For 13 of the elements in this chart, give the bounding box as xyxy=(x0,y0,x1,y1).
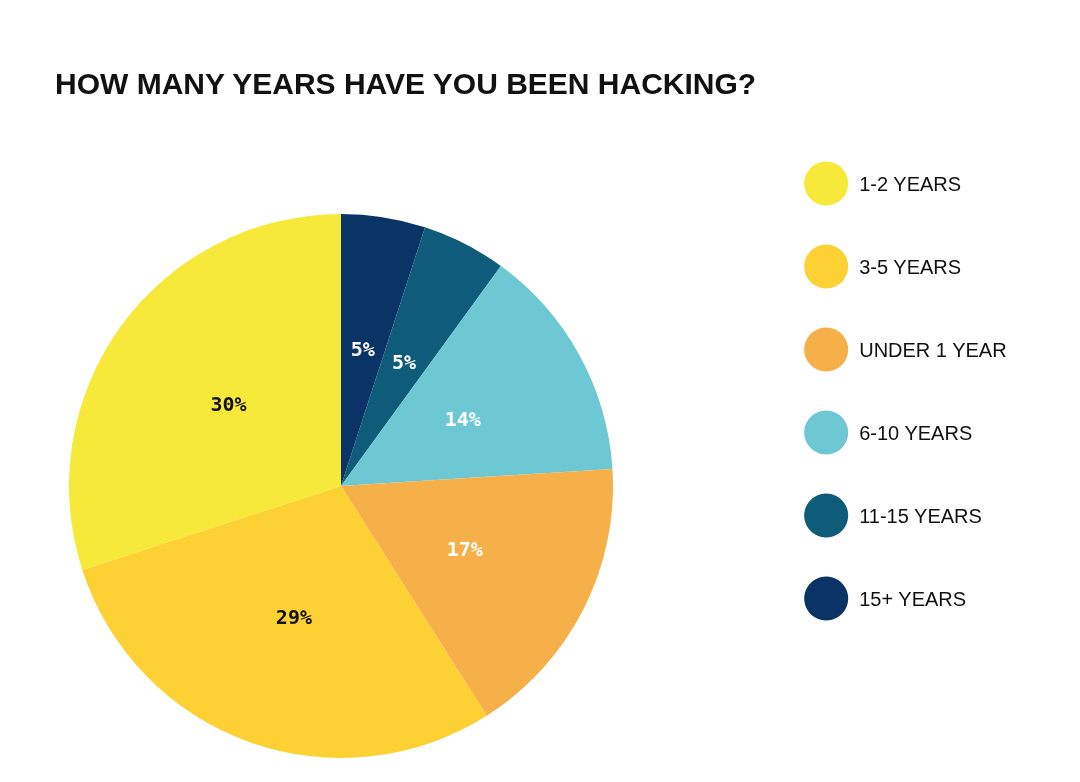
legend-label: UNDER 1 YEAR xyxy=(859,338,1007,361)
data-label: 5% xyxy=(392,350,417,375)
data-label: 5% xyxy=(350,336,375,361)
chart-title: HOW MANY YEARS HAVE YOU BEEN HACKING? xyxy=(55,66,757,100)
data-label: 29% xyxy=(275,604,312,629)
legend-label: 1-2 YEARS xyxy=(859,172,962,195)
legend-label: 15+ YEARS xyxy=(859,587,967,610)
data-label: 30% xyxy=(210,392,247,417)
legend-label: 3-5 YEARS xyxy=(859,255,962,278)
legend-label: 6-10 YEARS xyxy=(859,421,973,444)
data-label: 14% xyxy=(444,407,481,432)
data-label: 17% xyxy=(446,537,483,562)
legend-label: 11-15 YEARS xyxy=(859,504,982,527)
